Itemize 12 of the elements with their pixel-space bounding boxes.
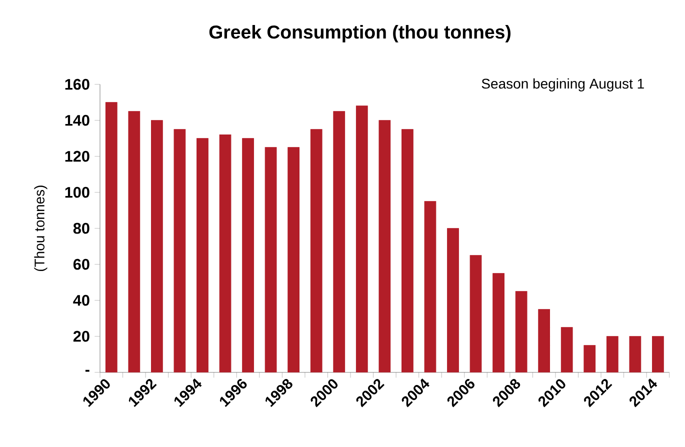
y-tick-label: 20	[73, 330, 90, 342]
y-axis-title: (Thou tonnes)	[34, 186, 48, 272]
y-tick-label: 40	[73, 294, 90, 306]
y-tick-label: 60	[73, 258, 90, 270]
annotation: Season begining August 1	[482, 78, 644, 92]
y-tick-label: 100	[65, 186, 90, 198]
y-tick-label: 140	[65, 114, 90, 126]
y-tick-label: 160	[65, 78, 90, 90]
y-tick-label: 120	[65, 150, 90, 162]
y-tick-label: 80	[73, 222, 90, 234]
chart-title: Greek Consumption (thou tonnes)	[209, 24, 510, 42]
y-tick-label: -	[85, 370, 90, 372]
